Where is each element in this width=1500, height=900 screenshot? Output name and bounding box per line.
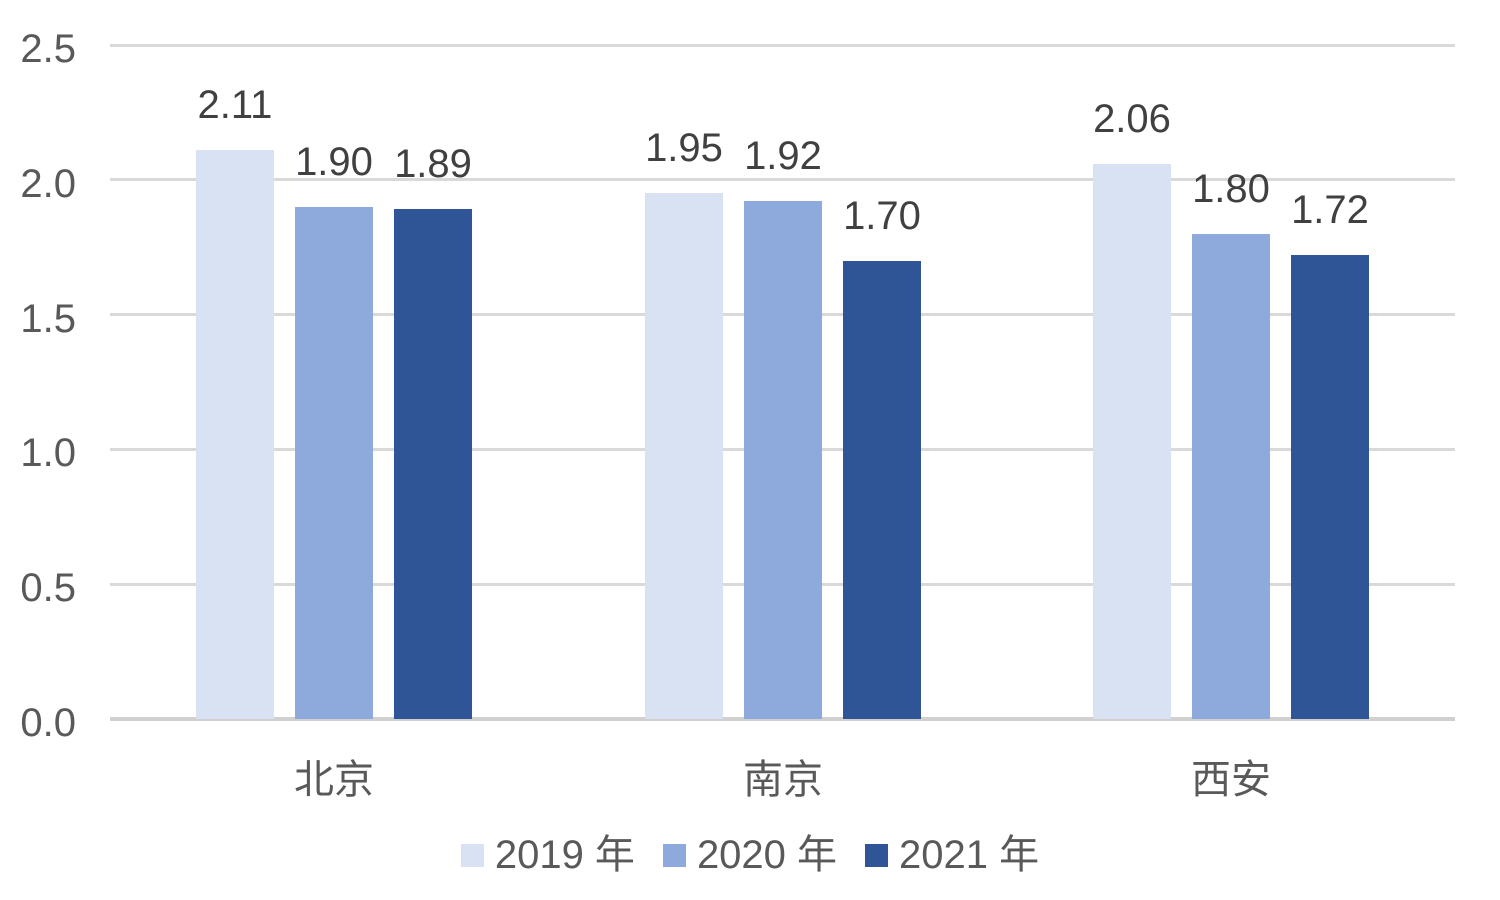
bar-series-1-category-3 <box>1093 164 1171 719</box>
legend-item-label: 2019 年 <box>494 833 635 877</box>
legend-item-label: 2020 年 <box>696 833 838 877</box>
legend-item: 2021 年 <box>865 832 1039 878</box>
legend-color-swatch <box>662 843 686 867</box>
y-axis-tick-label: 0.0 <box>20 701 76 745</box>
gridline <box>110 44 1455 47</box>
bar-series-3-category-1 <box>394 209 472 719</box>
x-axis-category-label: 西安 <box>1191 758 1271 802</box>
y-axis-tick-label: 1.0 <box>20 431 76 475</box>
bar-series-2-category-1 <box>295 207 373 719</box>
y-axis-tick-label: 0.5 <box>20 566 76 610</box>
bar-value-label: 1.90 <box>295 140 373 184</box>
bar-value-label: 1.72 <box>1291 188 1369 232</box>
bar-value-label: 2.06 <box>1093 97 1171 141</box>
y-axis-tick-label: 2.0 <box>20 162 76 206</box>
bar-value-label: 1.95 <box>645 126 723 170</box>
bar-series-1-category-1 <box>196 150 274 719</box>
bar-series-1-category-2 <box>645 193 723 719</box>
x-axis-category-label: 南京 <box>743 758 823 802</box>
bar-series-3-category-2 <box>843 261 921 719</box>
legend-item: 2020 年 <box>662 832 838 878</box>
x-axis-baseline <box>110 717 1455 721</box>
legend-item: 2019 年 <box>460 832 635 878</box>
bar-series-3-category-3 <box>1291 255 1369 719</box>
bar-value-label: 1.92 <box>744 134 822 178</box>
legend-item-label: 2021 年 <box>899 833 1040 877</box>
bar-value-label: 1.80 <box>1192 167 1270 211</box>
bar-value-label: 1.89 <box>394 142 472 186</box>
y-axis-tick-label: 2.5 <box>20 27 76 71</box>
bar-series-2-category-2 <box>744 201 822 719</box>
y-axis-tick-label: 1.5 <box>20 297 76 341</box>
bar-series-2-category-3 <box>1192 234 1270 719</box>
x-axis-category-label: 北京 <box>294 758 374 802</box>
bar-value-label: 1.70 <box>843 194 921 238</box>
gridline <box>110 178 1455 181</box>
legend-color-swatch <box>460 843 484 867</box>
legend-color-swatch <box>865 843 889 867</box>
chart-legend: 2019 年 2020 年 2021 年 <box>0 832 1500 878</box>
bar-value-label: 2.11 <box>197 83 273 127</box>
